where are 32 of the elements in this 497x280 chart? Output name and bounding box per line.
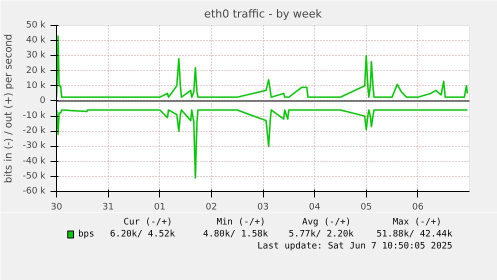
text: Avg (-/+)	[302, 218, 351, 228]
x-tick-label: 02	[206, 202, 218, 212]
text: 4.80k/ 1.58k	[203, 230, 269, 240]
x-tick-label: 06	[412, 202, 424, 212]
text: 6.20k/ 4.52k	[110, 230, 176, 240]
y-tick-label: 10 k	[26, 80, 46, 91]
text: Min (-/+)	[216, 218, 266, 228]
chart-title: eth0 traffic - by week	[204, 8, 322, 20]
y-tick-label: -30 k	[22, 141, 46, 152]
legend-label: bps	[78, 230, 94, 240]
y-tick-label: 20 k	[26, 66, 46, 76]
text: Last update: Sat Jun 7 10:50:05 2025	[257, 242, 452, 252]
y-tick-label: 50 k	[26, 20, 46, 30]
x-tick-label: 05	[360, 202, 372, 212]
y-tick-label: -60 k	[22, 186, 46, 196]
y-axis-title: bits in (-) / out (+) per second	[4, 34, 15, 184]
y-tick-label: 30 k	[26, 50, 46, 61]
y-tick-label: -10 k	[22, 111, 46, 122]
x-tick-label: 01	[154, 202, 166, 212]
text: 51.88k/ 42.44k	[376, 230, 453, 240]
text: Max (-/+)	[392, 218, 442, 228]
x-tick-label: 31	[102, 202, 114, 212]
y-tick-label: -20 k	[22, 126, 46, 136]
x-tick-label: 03	[257, 202, 269, 212]
x-tick-label: 04	[308, 202, 321, 212]
y-tick-label: -50 k	[22, 171, 46, 182]
text: Cur (-/+)	[124, 218, 172, 228]
x-tick-label: 30	[50, 202, 62, 212]
y-tick-label: 40 k	[26, 36, 46, 46]
text: 5.77k/ 2.20k	[288, 230, 354, 240]
y-tick-label: -40 k	[22, 156, 46, 166]
y-tick-label: 0	[40, 96, 46, 106]
